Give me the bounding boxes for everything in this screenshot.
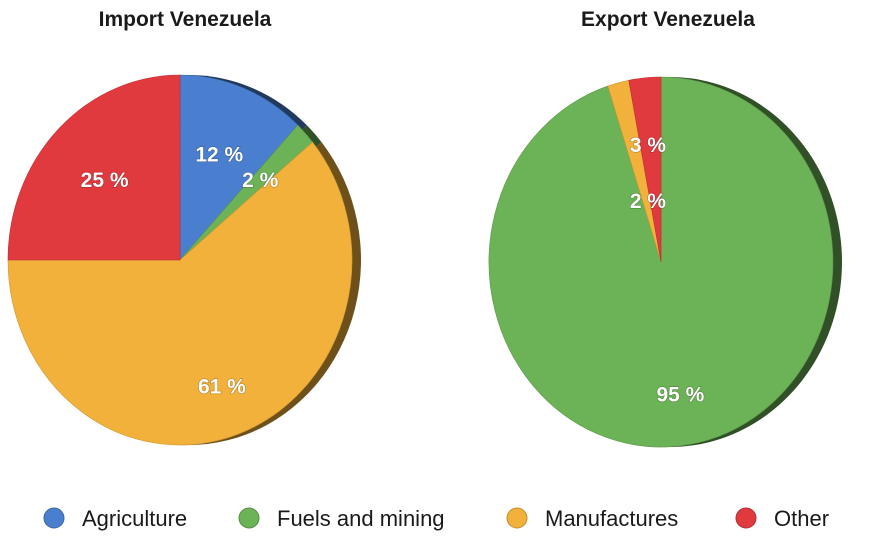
export-pie-slices bbox=[488, 76, 834, 448]
legend-label-fuels-and-mining: Fuels and mining bbox=[277, 506, 445, 531]
legend-item-other: Other bbox=[735, 506, 829, 531]
pie-slice-manufactures bbox=[7, 141, 353, 446]
legend-item-fuels-and-mining: Fuels and mining bbox=[238, 506, 445, 531]
legend-swatch-other bbox=[735, 507, 757, 529]
data-label-fuels-and-mining: 2 % bbox=[242, 169, 279, 192]
data-label-manufactures: 61 % bbox=[198, 375, 246, 398]
import-chart-title: Import Venezuela bbox=[99, 8, 272, 31]
import-pie-slices bbox=[7, 74, 353, 446]
legend-label-other: Other bbox=[774, 506, 829, 531]
export-pie-chart: Export Venezuela 95 % 2 % 3 % bbox=[488, 8, 842, 448]
legend-swatch-fuels-and-mining bbox=[238, 507, 260, 529]
legend: Agriculture Fuels and mining Manufacture… bbox=[43, 506, 829, 531]
pie-slice-other bbox=[628, 76, 662, 263]
legend-item-manufactures: Manufactures bbox=[506, 506, 678, 531]
data-label-agriculture: 12 % bbox=[195, 143, 243, 166]
legend-swatch-agriculture bbox=[43, 507, 65, 529]
legend-label-manufactures: Manufactures bbox=[545, 506, 678, 531]
export-chart-title: Export Venezuela bbox=[581, 8, 755, 31]
import-pie-chart: Import Venezuela 12 % 2 % 61 % 25 % bbox=[7, 8, 361, 446]
data-label-other: 3 % bbox=[630, 134, 667, 157]
pie-slice-agriculture bbox=[179, 74, 299, 261]
export-pie-labels: 95 % 2 % 3 % bbox=[629, 133, 705, 407]
legend-swatch-manufactures bbox=[506, 507, 528, 529]
import-pie-labels: 12 % 2 % 61 % 25 % bbox=[80, 143, 279, 399]
data-label-manufactures: 2 % bbox=[630, 190, 667, 213]
pie-slice-other bbox=[7, 74, 181, 261]
legend-label-agriculture: Agriculture bbox=[82, 506, 187, 531]
data-label-fuels-and-mining: 95 % bbox=[656, 384, 704, 407]
legend-item-agriculture: Agriculture bbox=[43, 506, 187, 531]
data-label-other: 25 % bbox=[81, 169, 129, 192]
